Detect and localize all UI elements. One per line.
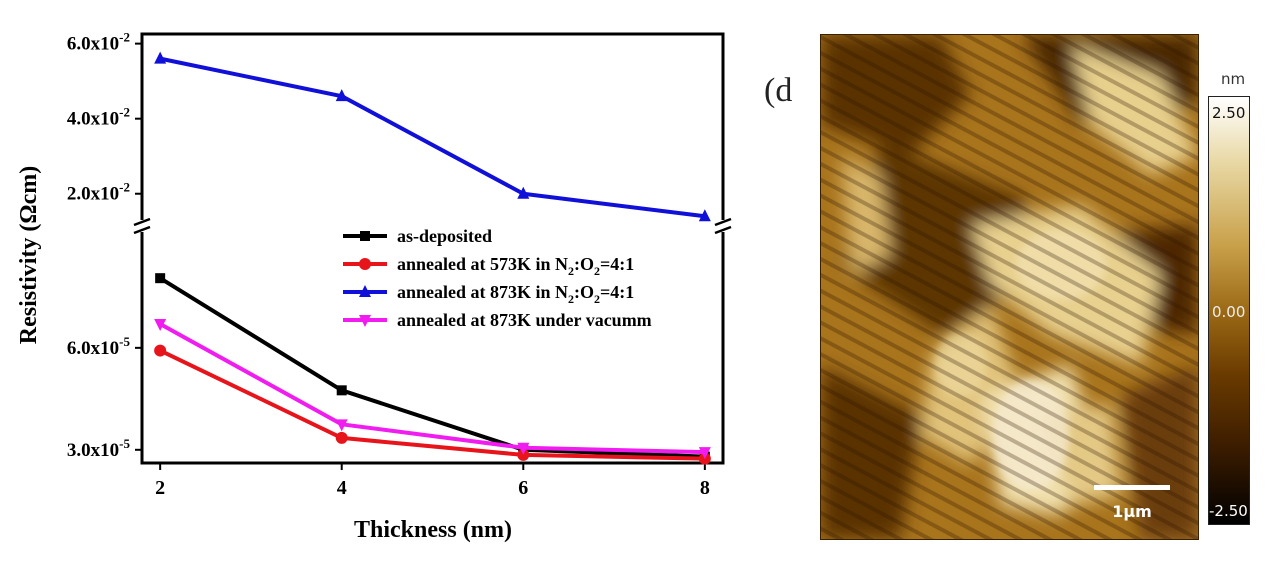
data-point [335, 89, 348, 102]
x-tick-label: 4 [337, 477, 347, 499]
resistivity-chart: 2 4 6 8 2.0x10-2 4.0x10-2 6.0x10-2 3.0x10-5 6.0x… [16, 30, 732, 543]
legend-marker [359, 258, 371, 270]
y-tick-label: 6.0x10-5 [67, 334, 131, 359]
y-tick-label: 6.0x10-2 [67, 30, 130, 55]
colorbar-max-label: 2.50 [1212, 104, 1246, 122]
scale-bar-label: 1μm [1112, 502, 1152, 521]
colorbar [1208, 96, 1250, 525]
series-line [159, 348, 705, 461]
colorbar-unit: nm [1221, 70, 1246, 88]
axis-break-mark [133, 217, 151, 227]
data-point [517, 442, 530, 455]
x-tick-label: 8 [700, 477, 710, 499]
axis-break-mark [133, 225, 151, 235]
series-line [159, 322, 705, 455]
data-point [698, 209, 711, 222]
panel-label: (d [764, 72, 793, 109]
data-point [517, 448, 530, 461]
x-tick-label: 6 [518, 477, 528, 499]
series-line [159, 276, 705, 459]
data-point [335, 419, 348, 432]
data-point [335, 431, 348, 444]
y-tick-label: 3.0x10-5 [67, 436, 131, 461]
y-tick-label: 4.0x10-2 [67, 105, 130, 130]
series-line [159, 56, 706, 219]
scale-bar [1094, 485, 1170, 490]
y-tick-label: 2.0x10-2 [67, 180, 130, 205]
axis-break-mark [714, 217, 732, 227]
legend-label: annealed at 573K in N2:O2=4:1 [397, 254, 634, 278]
data-point [154, 319, 167, 332]
data-point [336, 385, 347, 396]
afm-topography-image: 1μm [820, 34, 1199, 540]
colorbar-mid-label: 0.00 [1212, 303, 1246, 321]
axis-break-mark [714, 225, 732, 235]
legend-marker [359, 285, 371, 297]
x-axis-title: Thickness (nm) [354, 517, 512, 543]
data-point [698, 447, 711, 460]
data-point [517, 186, 530, 199]
legend-label: as-deposited [397, 226, 492, 246]
colorbar-min-label: -2.50 [1209, 502, 1248, 520]
legend-label: annealed at 873K in N2:O2=4:1 [397, 282, 634, 306]
data-point [154, 344, 167, 357]
plot-frame [140, 32, 725, 465]
x-tick-label: 2 [155, 477, 165, 499]
legend-marker [359, 315, 371, 327]
legend-label: annealed at 873K under vacumm [397, 310, 652, 330]
data-point [154, 51, 167, 64]
y-axis-title: Resistivity (Ωcm) [16, 166, 42, 345]
data-point [155, 273, 166, 284]
legend-marker [360, 231, 370, 241]
